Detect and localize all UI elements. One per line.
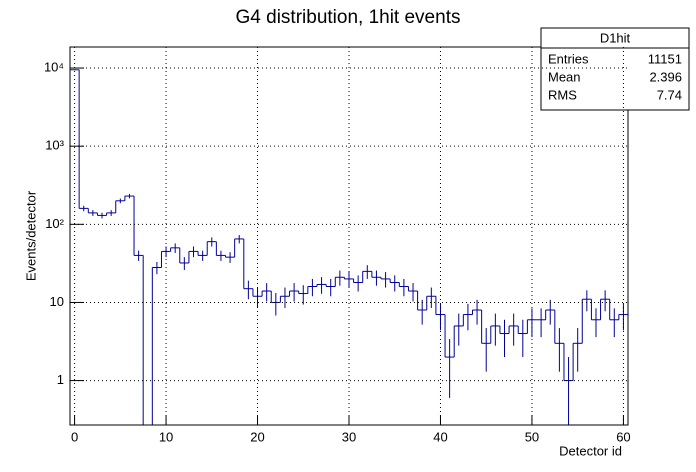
stats-value: 2.396 — [649, 69, 682, 84]
chart-title: G4 distribution, 1hit events — [236, 7, 461, 28]
stats-label: Mean — [548, 69, 581, 84]
x-tick-label: 40 — [433, 429, 447, 444]
stats-value: 11151 — [648, 51, 682, 66]
x-tick-label: 60 — [616, 429, 630, 444]
x-axis-label: Detector id — [559, 443, 622, 458]
x-tick-label: 20 — [250, 429, 264, 444]
stats-label: Entries — [548, 51, 589, 66]
stats-title: D1hit — [600, 30, 631, 45]
y-tick-label: 10 — [50, 294, 64, 309]
x-tick-label: 10 — [159, 429, 173, 444]
y-tick-label: 10³ — [45, 138, 64, 153]
x-tick-label: 0 — [71, 429, 78, 444]
x-tick-label: 30 — [342, 429, 356, 444]
y-tick-label: 10² — [45, 216, 64, 231]
y-tick-label: 1 — [57, 372, 64, 387]
y-axis-label: Events/detector — [23, 190, 38, 281]
y-tick-label: 10⁴ — [44, 59, 64, 74]
stats-value: 7.74 — [657, 87, 682, 102]
x-tick-label: 50 — [525, 429, 539, 444]
stats-label: RMS — [548, 87, 577, 102]
stats-box: D1hit Entries 11151 Mean 2.396 RMS 7.74 — [540, 27, 690, 111]
stats-frame — [540, 27, 690, 111]
plot-area — [70, 69, 628, 425]
